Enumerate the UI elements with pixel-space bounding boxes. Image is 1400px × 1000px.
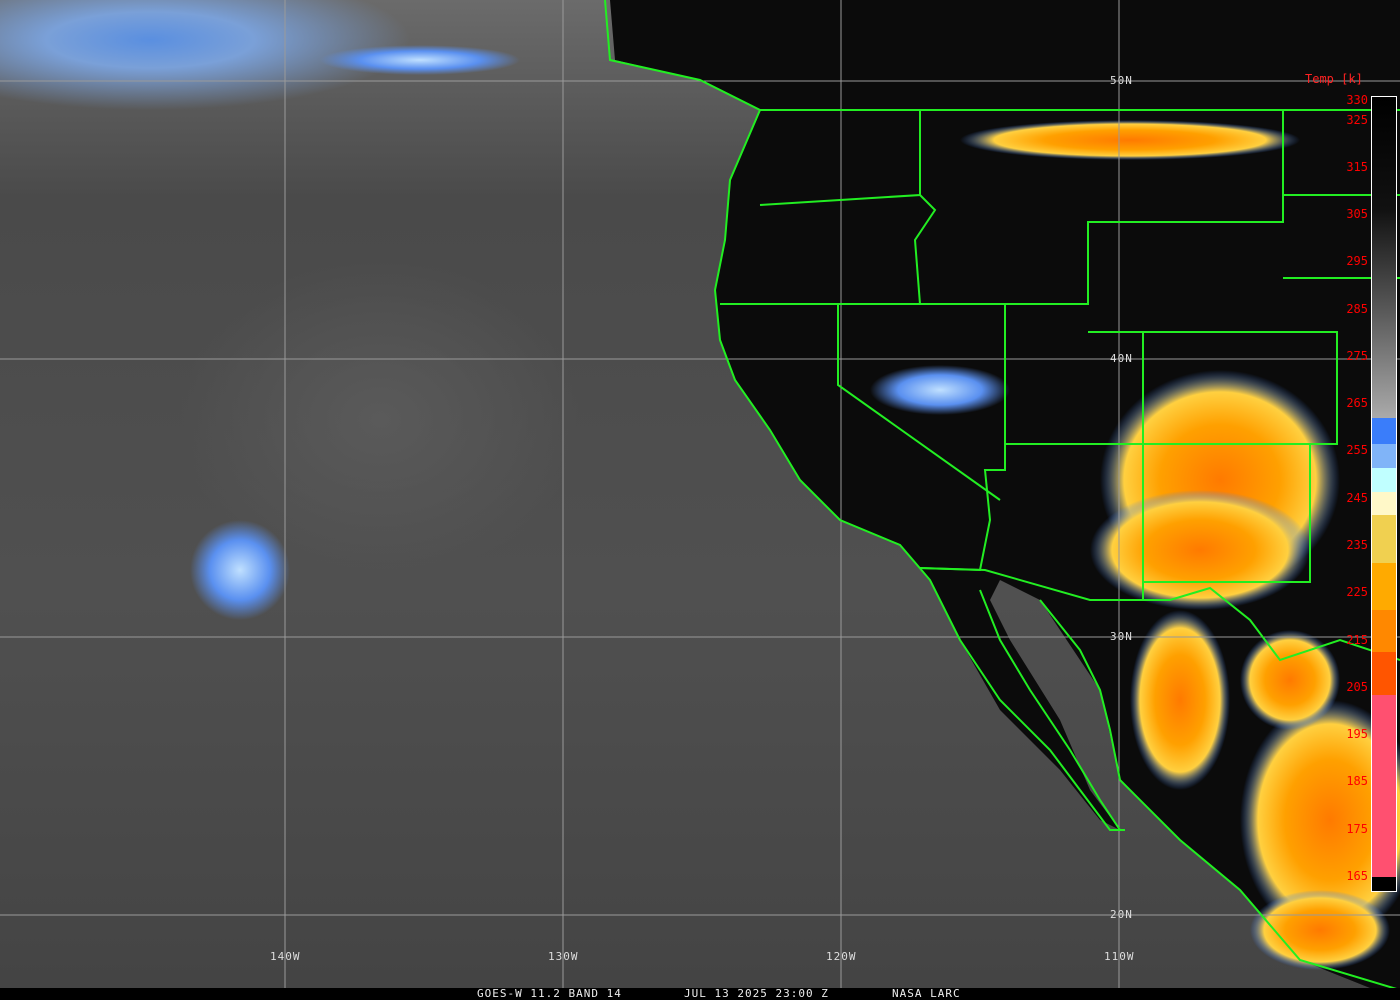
colorbar-tick-label: 315 xyxy=(1346,159,1368,174)
colorbar-tick-label: 185 xyxy=(1346,774,1368,789)
latitude-label: 40N xyxy=(1110,352,1133,365)
us-mexico-border xyxy=(919,567,1400,662)
cloud-cluster xyxy=(960,120,1300,160)
colorbar-segment xyxy=(1372,444,1396,468)
colorbar-segment xyxy=(1372,609,1396,653)
longitude-label: 130W xyxy=(548,950,579,963)
colorbar-segment xyxy=(1372,491,1396,516)
longitude-label: 120W xyxy=(826,950,857,963)
colorbar-segment xyxy=(1372,468,1396,492)
colorbar-tick-label: 165 xyxy=(1346,868,1368,883)
baja-east-coast xyxy=(979,589,1121,831)
state-border xyxy=(913,194,937,305)
legend-title: Temp [k] xyxy=(1305,72,1363,86)
colorbar-tick-label: 275 xyxy=(1346,348,1368,363)
colorbar-segment xyxy=(1372,562,1396,610)
latitude-label: 20N xyxy=(1110,908,1133,921)
longitude-label: 110W xyxy=(1104,950,1135,963)
colorbar-tick-label: 265 xyxy=(1346,396,1368,411)
colorbar-tick-label: 295 xyxy=(1346,254,1368,269)
longitude-label: 140W xyxy=(270,950,301,963)
temperature-colorbar xyxy=(1371,96,1397,892)
colorbar-segment xyxy=(1372,694,1396,877)
borders xyxy=(604,0,1400,988)
credit: NASA LARC xyxy=(892,987,961,1000)
satellite-band: GOES-W 11.2 BAND 14 xyxy=(477,987,622,1000)
cloud-cluster xyxy=(1090,490,1310,610)
cloud-cluster xyxy=(1240,700,1400,940)
state-border xyxy=(1143,444,1311,583)
colorbar-tick-label: 195 xyxy=(1346,727,1368,742)
colorbar-tick-label: 330 xyxy=(1346,93,1368,107)
cloud-cluster xyxy=(190,520,290,620)
colorbar-tick-label: 285 xyxy=(1346,301,1368,316)
colorbar-tick-label: 305 xyxy=(1346,207,1368,222)
colorbar-segment xyxy=(1372,876,1396,891)
colorbar-tick-label: 325 xyxy=(1346,112,1368,127)
colorbar-tick-label: 205 xyxy=(1346,679,1368,694)
colorbar-tick-label: 245 xyxy=(1346,490,1368,505)
footer-caption: GOES-W 11.2 BAND 14 JUL 13 2025 23:00 Z … xyxy=(0,988,1400,1000)
colorbar-tick-label: 175 xyxy=(1346,821,1368,836)
cloud-cluster xyxy=(870,365,1010,415)
coastline xyxy=(604,0,1125,831)
cloud-cluster xyxy=(1130,610,1230,790)
timestamp: JUL 13 2025 23:00 Z xyxy=(684,987,829,1000)
colorbar-tick-label: 215 xyxy=(1346,632,1368,647)
state-border xyxy=(1005,331,1338,445)
latitude-label: 50N xyxy=(1110,74,1133,87)
colorbar-segment xyxy=(1372,652,1396,695)
colorbar-tick-label: 235 xyxy=(1346,537,1368,552)
colorbar-segment xyxy=(1372,97,1396,419)
colorbar-segment xyxy=(1372,418,1396,445)
latitude-label: 30N xyxy=(1110,630,1133,643)
colorbar-tick-label: 255 xyxy=(1346,443,1368,458)
state-border xyxy=(837,304,1001,501)
cloud-cluster xyxy=(1240,630,1340,730)
mexico-coast xyxy=(1039,599,1397,988)
cloud-cluster xyxy=(320,45,520,75)
colorbar-segment xyxy=(1372,515,1396,563)
state-border xyxy=(720,110,1284,305)
colorbar-tick-label: 225 xyxy=(1346,585,1368,600)
cloud-cluster xyxy=(1250,890,1390,970)
